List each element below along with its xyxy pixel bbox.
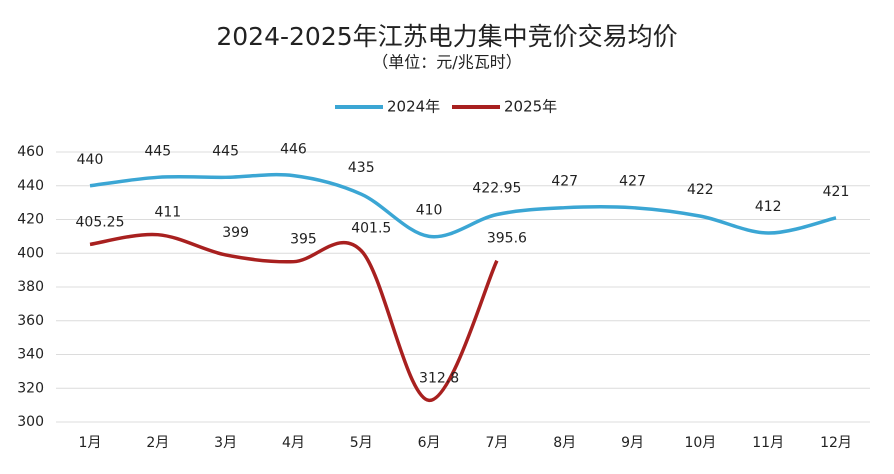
y-tick-label: 300 <box>17 414 44 430</box>
x-tick-label: 11月 <box>752 435 784 451</box>
x-tick-label: 2月 <box>146 435 169 451</box>
x-tick-label: 4月 <box>282 435 305 451</box>
data-label: 395 <box>290 232 317 248</box>
data-label: 422 <box>687 182 714 198</box>
series-line <box>89 172 837 239</box>
chart-subtitle: （单位：元/兆瓦时） <box>372 53 521 72</box>
data-label: 395.6 <box>487 231 527 247</box>
data-label: 312.8 <box>419 370 459 386</box>
data-label: 445 <box>144 143 171 159</box>
x-tick-label: 9月 <box>621 435 644 451</box>
series-line <box>89 232 499 403</box>
y-tick-label: 460 <box>17 144 44 160</box>
chart-title: 2024-2025年江苏电力集中竞价交易均价 <box>216 22 677 51</box>
data-label: 422.95 <box>472 181 521 197</box>
y-tick-label: 380 <box>17 279 44 295</box>
y-tick-label: 420 <box>17 212 44 228</box>
data-label: 427 <box>619 174 646 190</box>
data-label: 410 <box>416 202 443 218</box>
x-tick-label: 7月 <box>485 435 508 451</box>
x-tick-label: 10月 <box>684 435 716 451</box>
data-label: 411 <box>154 205 181 221</box>
data-label: 421 <box>823 184 850 200</box>
y-tick-label: 440 <box>17 178 44 194</box>
data-label: 435 <box>348 160 375 176</box>
data-label: 405.25 <box>76 214 125 230</box>
data-label: 427 <box>551 174 578 190</box>
data-label: 412 <box>755 199 782 215</box>
data-label: 445 <box>212 143 239 159</box>
x-tick-label: 3月 <box>214 435 237 451</box>
x-tick-label: 5月 <box>350 435 373 451</box>
x-tick-label: 6月 <box>418 435 441 451</box>
data-label: 446 <box>280 142 307 158</box>
legend-label: 2025年 <box>504 98 557 116</box>
x-tick-label: 1月 <box>79 435 102 451</box>
y-tick-label: 400 <box>17 245 44 261</box>
y-tick-label: 340 <box>17 347 44 363</box>
x-tick-label: 12月 <box>820 435 852 451</box>
x-tick-label: 8月 <box>553 435 576 451</box>
y-tick-label: 360 <box>17 313 44 329</box>
y-tick-label: 320 <box>17 380 44 396</box>
data-label: 399 <box>222 225 249 241</box>
legend-label: 2024年 <box>387 98 440 116</box>
data-label: 440 <box>77 152 104 168</box>
data-label: 401.5 <box>351 221 391 237</box>
